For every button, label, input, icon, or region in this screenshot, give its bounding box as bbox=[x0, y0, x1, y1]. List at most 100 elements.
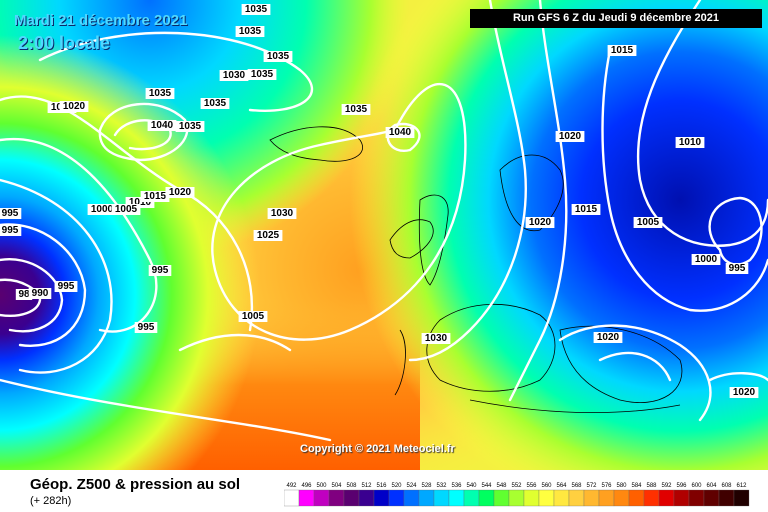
scale-tick-label: 552 bbox=[511, 483, 522, 489]
isobar-label-bg bbox=[175, 121, 205, 132]
isobar-label: 1035 bbox=[204, 98, 227, 109]
isobar-label-bg bbox=[633, 217, 663, 228]
isobar-label-bg bbox=[341, 104, 371, 115]
scale-tick-label: 500 bbox=[316, 483, 327, 489]
scale-swatch bbox=[358, 489, 375, 507]
scale-swatch bbox=[523, 489, 540, 507]
scale-swatch bbox=[733, 489, 750, 507]
isobar-label: 995 bbox=[138, 322, 155, 333]
scale-tick-label: 580 bbox=[616, 483, 627, 489]
scale-swatch bbox=[284, 489, 300, 507]
isobar-label-bg bbox=[235, 26, 265, 37]
scale-tick-label: 524 bbox=[406, 483, 417, 489]
scale-tick-label: 516 bbox=[376, 483, 387, 489]
scale-tick-label: 512 bbox=[361, 483, 372, 489]
scale-swatch bbox=[643, 489, 660, 507]
scale-tick-label: 544 bbox=[481, 483, 492, 489]
scale-swatch bbox=[433, 489, 450, 507]
scale-swatch bbox=[718, 489, 735, 507]
scale-swatch bbox=[298, 489, 315, 507]
scale-swatch bbox=[688, 489, 705, 507]
isobar-label: 1020 bbox=[559, 131, 582, 142]
isobar-label: 1025 bbox=[257, 230, 280, 241]
scale-tick-label: 532 bbox=[436, 483, 447, 489]
isobar-label-bg bbox=[28, 288, 52, 299]
isobar-label: 1035 bbox=[149, 88, 172, 99]
scale-tick-label: 560 bbox=[541, 483, 552, 489]
scale-tick-label: 492 bbox=[286, 483, 297, 489]
legend-title: Géop. Z500 & pression au sol bbox=[30, 476, 241, 493]
isobar-label-bg bbox=[571, 204, 601, 215]
isobar-label-bg bbox=[140, 191, 170, 202]
isobar-label: 1035 bbox=[251, 69, 274, 80]
isobar-label-bg bbox=[0, 225, 22, 236]
isobar-label: 1020 bbox=[169, 187, 192, 198]
scale-swatch bbox=[598, 489, 615, 507]
color-scale: 492 496 500 504 508 512 516 520 524 528 532 536 540 5… bbox=[284, 483, 750, 507]
isobar-label: 1005 bbox=[115, 204, 138, 215]
scale-swatch bbox=[703, 489, 720, 507]
isobar-label: 1040 bbox=[389, 127, 412, 138]
isobar-label: 995 bbox=[2, 208, 19, 219]
isobar-label: 1035 bbox=[345, 104, 368, 115]
isobar-label: 1035 bbox=[245, 4, 268, 15]
isobar-label-bg bbox=[125, 197, 155, 208]
legend-subtitle: (+ 282h) bbox=[30, 495, 72, 507]
isobar-label-bg bbox=[253, 230, 283, 241]
isobar-label: 1010 bbox=[679, 137, 702, 148]
scale-swatch bbox=[478, 489, 495, 507]
scale-tick-label: 496 bbox=[301, 483, 312, 489]
isobar-label-bg bbox=[111, 204, 141, 215]
isobar-label: 1005 bbox=[637, 217, 660, 228]
isobar-labels: 1035 1035 1035 1030 1035 1035 1035 1040 1035 1035… bbox=[0, 4, 759, 398]
scale-tick-label: 540 bbox=[466, 483, 477, 489]
scale-tick-label: 588 bbox=[646, 483, 657, 489]
scale-tick-label: 564 bbox=[556, 483, 567, 489]
isobar-label-bg bbox=[165, 187, 195, 198]
isobar-label-bg bbox=[145, 88, 175, 99]
isobar-label-bg bbox=[247, 69, 277, 80]
isobar-label: 995 bbox=[729, 263, 746, 274]
isobar-label-bg bbox=[54, 281, 78, 292]
isobar-label: 995 bbox=[58, 281, 75, 292]
scale-swatch bbox=[403, 489, 420, 507]
scale-swatch bbox=[463, 489, 480, 507]
scale-swatch bbox=[613, 489, 630, 507]
scale-swatch bbox=[658, 489, 675, 507]
isobar-label: 98 bbox=[18, 289, 30, 300]
isobar-label-bg bbox=[525, 217, 555, 228]
scale-swatch bbox=[493, 489, 510, 507]
isobar-label-bg bbox=[87, 204, 117, 215]
isobar-label-bg bbox=[593, 332, 623, 343]
scale-swatch bbox=[628, 489, 645, 507]
scale-tick-label: 592 bbox=[661, 483, 672, 489]
isobar-label: 995 bbox=[152, 265, 169, 276]
isobar-label: 1040 bbox=[151, 120, 174, 131]
isobar-label: 1020 bbox=[529, 217, 552, 228]
isobar-label-bg bbox=[238, 311, 268, 322]
isobar-label: 1020 bbox=[63, 101, 86, 112]
isobar-label: 1000 bbox=[695, 254, 718, 265]
isobar-label-bg bbox=[134, 322, 158, 333]
isobar-label-bg bbox=[555, 131, 585, 142]
scale-swatch bbox=[538, 489, 555, 507]
isobar-label-bg bbox=[725, 263, 749, 274]
isobar-label: 1035 bbox=[179, 121, 202, 132]
isobar-label-bg bbox=[200, 98, 230, 109]
isobar-label: 995 bbox=[2, 225, 19, 236]
isobar-label-bg bbox=[267, 208, 297, 219]
isobar-label-bg bbox=[147, 120, 177, 131]
scale-tick-label: 536 bbox=[451, 483, 462, 489]
valid-date-label: Mardi 21 décembre 2021 bbox=[14, 12, 188, 29]
isobar-label: 1035 bbox=[267, 51, 290, 62]
scale-swatch bbox=[553, 489, 570, 507]
scale-tick-label: 568 bbox=[571, 483, 582, 489]
isobar-label-bg bbox=[263, 51, 293, 62]
isobar-label: 990 bbox=[32, 288, 49, 299]
scale-tick-label: 508 bbox=[346, 483, 357, 489]
isobar-label: 1030 bbox=[271, 208, 294, 219]
scale-tick-label: 572 bbox=[586, 483, 597, 489]
scale-swatch bbox=[508, 489, 525, 507]
scale-swatch bbox=[343, 489, 360, 507]
scale-tick-label: 608 bbox=[721, 483, 732, 489]
